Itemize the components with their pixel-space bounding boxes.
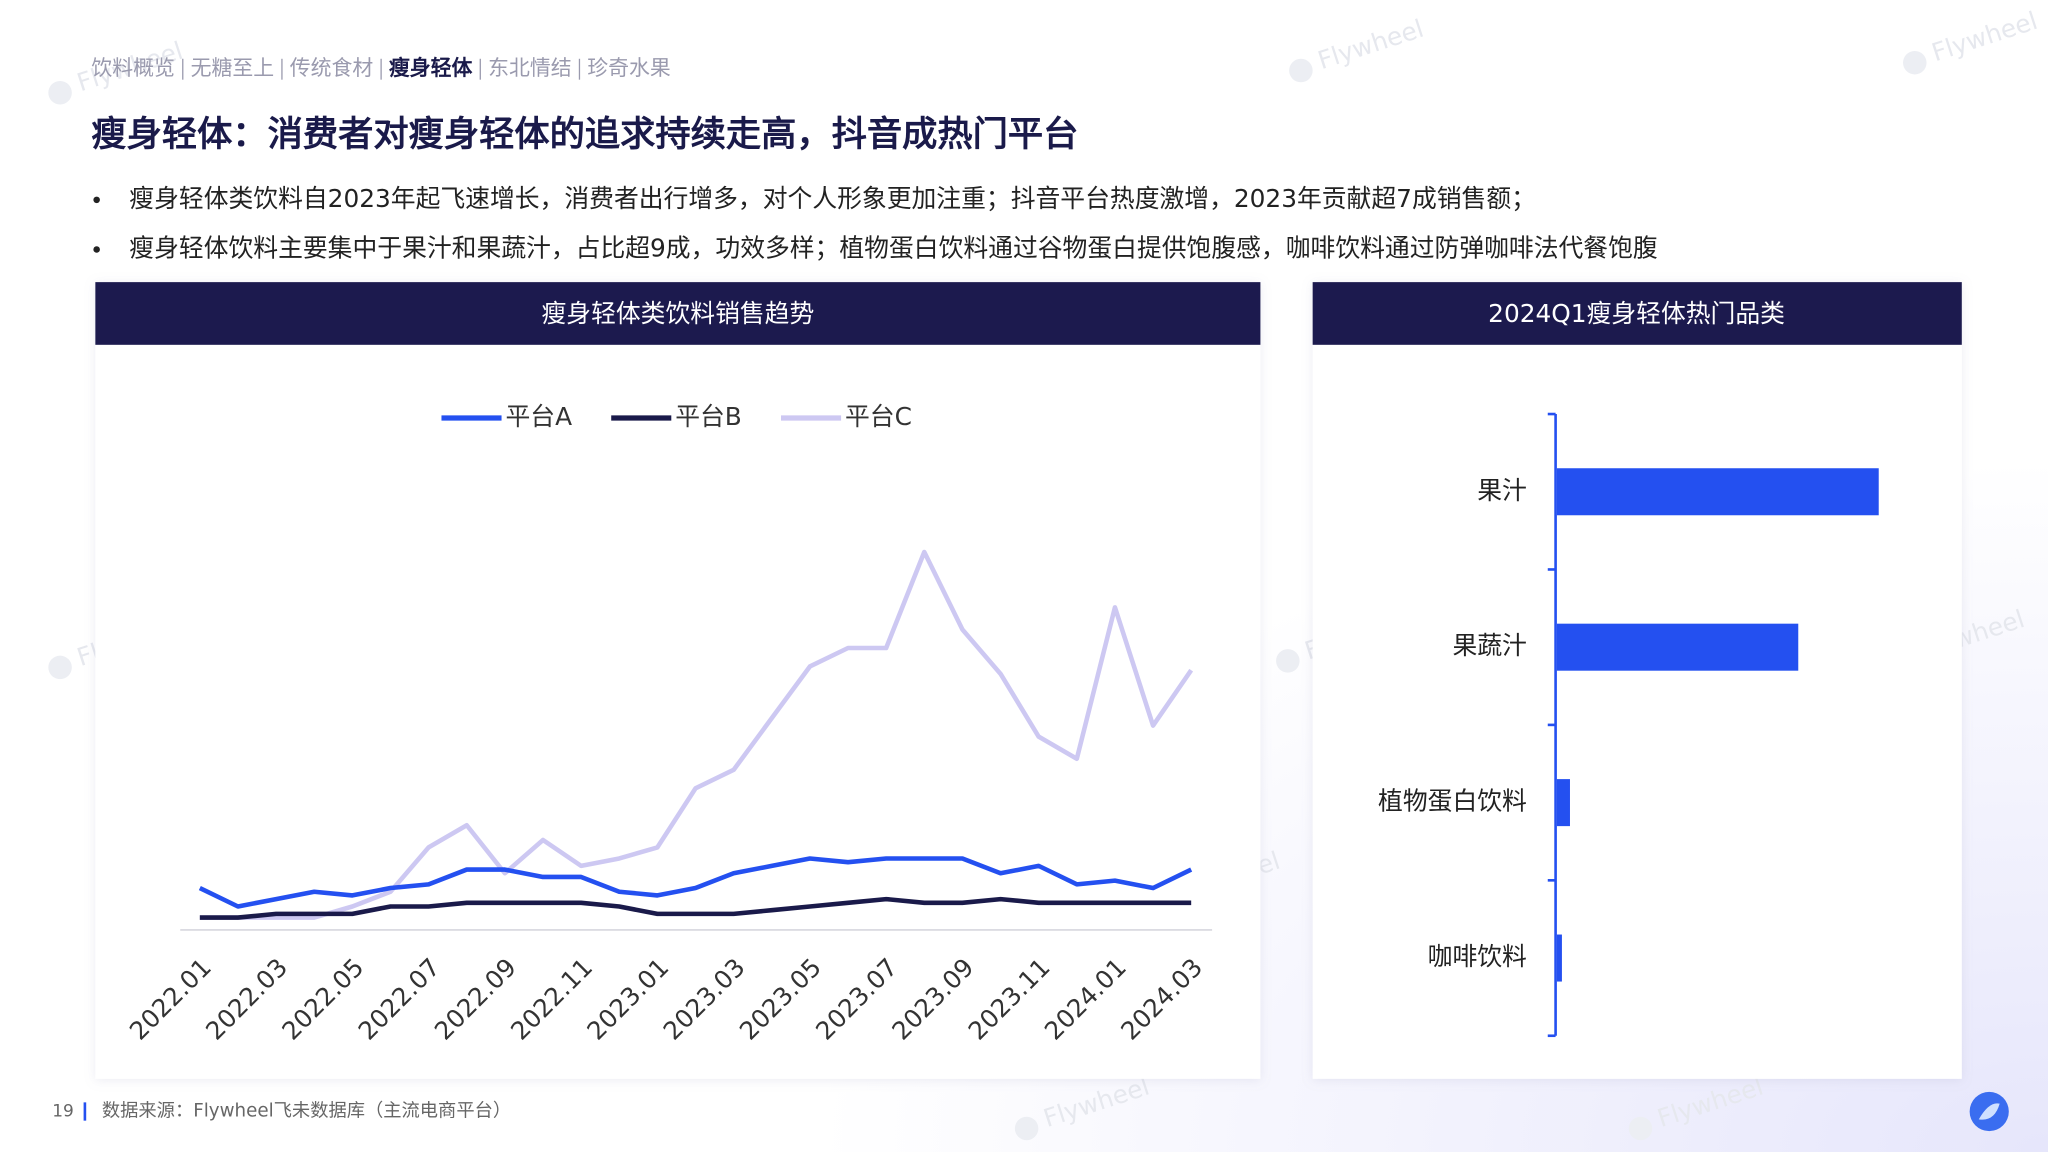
legend-label: 平台A	[505, 402, 572, 431]
chart-title: 2024Q1瘦身轻体热门品类	[1488, 299, 1785, 328]
watermark-icon	[1276, 649, 1300, 673]
watermark-icon	[1903, 50, 1927, 75]
line-series	[198, 856, 1193, 909]
line-series	[199, 896, 1192, 920]
watermark-icon	[48, 655, 72, 680]
source: 数据来源：Flywheel飞未数据库（主流电商平台）	[102, 1101, 511, 1122]
y-tick-label: 果蔬汁	[1452, 631, 1526, 660]
watermark-icon	[1014, 1116, 1039, 1141]
legend-label: 平台C	[845, 402, 912, 431]
y-tick-label: 咖啡饮料	[1428, 942, 1527, 971]
nav-item: 传统食材	[290, 56, 374, 80]
watermark-icon	[1628, 1116, 1653, 1141]
nav-item: 东北情结	[488, 56, 572, 80]
panel	[95, 282, 1261, 1079]
nav-item: 无糖至上	[191, 56, 275, 80]
watermark-icon	[1289, 58, 1313, 83]
bullet-text: 瘦身轻体饮料主要集中于果汁和果蔬汁，占比超9成，功效多样；植物蛋白饮料通过谷物蛋…	[129, 233, 1658, 262]
logo-mark	[1978, 1103, 2000, 1120]
bar	[1556, 623, 1799, 671]
bar	[1556, 468, 1879, 516]
bar	[1556, 779, 1570, 827]
bar	[1556, 934, 1562, 982]
page-number: 19	[52, 1102, 74, 1122]
watermark-icon	[48, 80, 72, 105]
line-series	[199, 549, 1194, 920]
bullet-dot	[93, 246, 100, 253]
bullet-text: 瘦身轻体类饮料自2023年起飞速增长，消费者出行增多，对个人形象更加注重；抖音平…	[129, 184, 1536, 213]
panel-header	[1312, 282, 1962, 345]
nav-item: 饮料概览	[91, 56, 175, 80]
y-tick-label: 果汁	[1477, 476, 1527, 505]
nav-item: 瘦身轻体	[389, 56, 473, 80]
legend-label: 平台B	[675, 402, 742, 431]
nav-item: 珍奇水果	[587, 56, 671, 80]
panel	[1312, 282, 1962, 1079]
chart-title: 瘦身轻体类饮料销售趋势	[541, 299, 814, 328]
bullet-dot	[93, 196, 100, 204]
panel-header	[95, 282, 1261, 345]
slide-title: 瘦身轻体：消费者对瘦身轻体的追求持续走高，抖音成热门平台	[91, 114, 1078, 155]
y-tick-label: 植物蛋白饮料	[1378, 787, 1527, 816]
